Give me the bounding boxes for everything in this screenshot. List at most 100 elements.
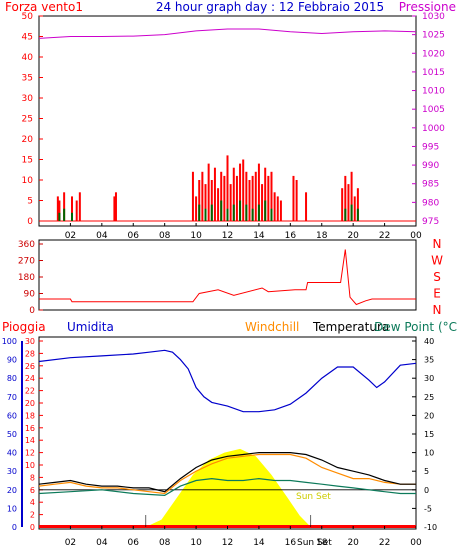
rain-tick-label: 24 (25, 374, 35, 383)
x-tick-label: 18 (316, 538, 328, 548)
x-tick-label: 12 (222, 538, 233, 548)
y-left-tick-label: 30 (22, 94, 34, 104)
y-right-tick-label: 1000 (422, 124, 445, 134)
direction-tick-label: 180 (18, 273, 35, 283)
direction-tick-label: 360 (18, 240, 35, 250)
temp-tick-label: 20 (424, 411, 434, 420)
dewpoint-line (38, 477, 416, 497)
humidity-tick-label: 40 (7, 449, 17, 458)
sunset-label: Sun Set (296, 492, 331, 502)
humidity-tick-label: 100 (2, 337, 17, 346)
rain-tick-label: 16 (25, 424, 35, 433)
y-left-tick-label: 0 (27, 217, 33, 227)
rain-label: Pioggia (2, 320, 46, 334)
y-right-tick-label: 1025 (422, 31, 445, 41)
rain-tick-label: 20 (25, 399, 35, 408)
x-tick-label: 22 (379, 231, 390, 241)
y-left-tick-label: 5 (27, 197, 33, 207)
wind-direction-line (39, 249, 416, 306)
x-tick-label: 16 (285, 538, 297, 548)
x-tick-label: 00 (410, 231, 422, 241)
x-tick-label: 08 (159, 538, 171, 548)
temp-tick-label: 35 (424, 356, 434, 365)
x-tick-label: 10 (190, 538, 202, 548)
temp-tick-label: 10 (424, 449, 434, 458)
rain-tick-label: 6 (30, 486, 35, 495)
rain-tick-label: 2 (30, 511, 35, 520)
y-left-tick-label: 50 (22, 12, 34, 22)
y-left-tick-label: 35 (22, 74, 33, 84)
compass-label: N (433, 237, 442, 251)
rain-tick-label: 8 (30, 473, 35, 482)
humidity-tick-label: 30 (7, 467, 17, 476)
y-left-tick-label: 25 (22, 115, 33, 125)
x-tick-label: 06 (128, 538, 140, 548)
top-panel: 0 5 10 15 20 25 30 35 40 45 50 975 980 985 990 995 1000 1… (22, 12, 446, 241)
x-tick-label: 04 (96, 231, 108, 241)
y-left-tick-label: 15 (22, 156, 33, 166)
x-tick-label: 04 (96, 538, 108, 548)
solar-radiation-area (145, 448, 311, 527)
humidity-tick-label: 20 (7, 486, 17, 495)
y-right-tick-label: 985 (422, 180, 439, 190)
humidity-tick-label: 80 (7, 374, 17, 383)
rain-tick-label: 10 (25, 461, 35, 470)
pressure-line (38, 28, 417, 39)
rain-tick-label: 4 (30, 498, 35, 507)
x-tick-label: 10 (190, 231, 202, 241)
y-right-tick-label: 990 (422, 161, 439, 171)
humidity-line (38, 349, 417, 413)
humidity-tick-label: 50 (7, 430, 17, 439)
humidity-label: Umidita (67, 320, 114, 334)
chart-title: 24 hour graph day : 12 Febbraio 2015 (156, 0, 384, 14)
x-tick-label: 16 (285, 231, 297, 241)
rain-tick-label: 30 (25, 337, 35, 346)
temperature-line (38, 452, 416, 493)
windchill-line (38, 453, 416, 495)
temp-tick-label: 5 (424, 467, 429, 476)
sunset-tick-label: Sun Set (297, 538, 332, 548)
temp-tick-label: 15 (424, 430, 434, 439)
y-right-tick-label: 1020 (422, 49, 445, 59)
rain-tick-label: 22 (25, 387, 35, 396)
humidity-tick-label: 10 (7, 504, 17, 513)
temp-tick-label: 30 (424, 374, 434, 383)
compass-label: E (433, 287, 441, 301)
y-left-tick-label: 20 (22, 135, 34, 145)
middle-panel-frame (38, 239, 417, 311)
temperature-label: Temperatura (312, 320, 389, 334)
windchill-label: Windchill (245, 320, 299, 334)
rain-tick-label: 18 (25, 411, 35, 420)
y-left-tick-label: 40 (22, 53, 34, 63)
wind-speed-label: Forza vento1 (5, 0, 83, 14)
x-tick-label: 20 (347, 231, 359, 241)
humidity-tick-label: 60 (7, 411, 17, 420)
y-right-tick-label: 995 (422, 142, 439, 152)
compass-label: S (433, 270, 441, 284)
rain-tick-label: 12 (25, 449, 35, 458)
x-tick-label: 12 (222, 231, 233, 241)
humidity-tick-label: 0 (12, 523, 17, 532)
rain-tick-label: 14 (25, 436, 35, 445)
x-tick-label: 14 (253, 231, 265, 241)
x-tick-label: 08 (159, 231, 171, 241)
y-left-tick-label: 45 (22, 33, 33, 43)
direction-tick-label: 270 (18, 257, 35, 267)
temp-tick-label: -5 (424, 504, 432, 513)
direction-tick-label: 0 (29, 306, 35, 316)
y-right-tick-label: 975 (422, 217, 439, 227)
temp-tick-label: 0 (424, 486, 429, 495)
y-right-tick-label: 980 (422, 198, 439, 208)
compass-label: W (431, 254, 443, 268)
dewpoint-label: Dew Point (°C (374, 320, 457, 334)
rain-tick-label: 0 (30, 523, 35, 532)
y-right-tick-label: 1010 (422, 87, 445, 97)
x-tick-label: 22 (379, 538, 390, 548)
temp-tick-label: 40 (424, 337, 434, 346)
y-right-tick-label: 1005 (422, 105, 445, 115)
temp-tick-label: 25 (424, 393, 434, 402)
bottom-panel: 0102030405060708090100024681012141618202… (2, 337, 437, 548)
x-tick-label: 14 (253, 538, 265, 548)
rain-tick-label: 26 (25, 362, 35, 371)
